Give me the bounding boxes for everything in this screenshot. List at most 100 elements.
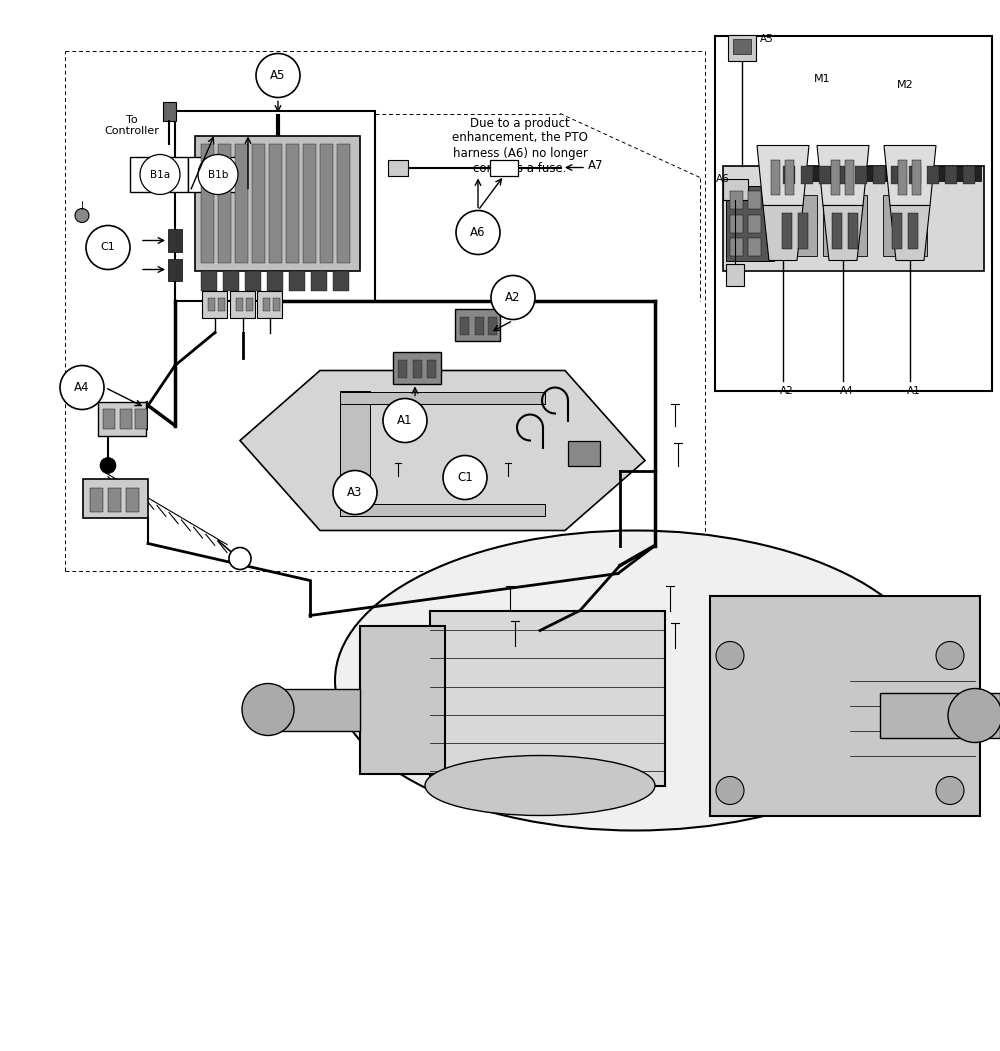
Bar (388, 160, 408, 176)
Bar (730, 214, 743, 232)
Bar (168, 229, 182, 251)
Text: Due to a product
enhancement, the PTO
harness (A6) no longer
contains a fuse.: Due to a product enhancement, the PTO ha… (452, 117, 588, 174)
Bar (726, 185, 774, 261)
Text: A4: A4 (74, 382, 90, 394)
Bar (275, 688, 360, 730)
Polygon shape (108, 400, 148, 431)
Circle shape (140, 154, 180, 194)
Text: A6: A6 (716, 174, 730, 185)
Polygon shape (890, 206, 930, 261)
Text: A7: A7 (588, 159, 604, 172)
Bar (201, 144, 214, 263)
Bar (490, 160, 518, 176)
Text: A2: A2 (505, 291, 521, 304)
Ellipse shape (425, 756, 655, 816)
Bar (230, 290, 255, 317)
Bar (488, 316, 497, 334)
Bar (832, 213, 842, 248)
Ellipse shape (335, 531, 935, 830)
Circle shape (60, 366, 104, 410)
Bar (782, 213, 792, 248)
Bar (723, 180, 748, 200)
Circle shape (333, 471, 377, 515)
Text: A2: A2 (780, 386, 794, 395)
Bar (785, 161, 794, 195)
Text: A3: A3 (347, 486, 363, 499)
Text: A1: A1 (907, 386, 921, 395)
Polygon shape (823, 206, 863, 261)
Bar (460, 316, 469, 334)
Bar (823, 195, 867, 255)
Polygon shape (240, 371, 645, 531)
Circle shape (75, 208, 89, 223)
Circle shape (491, 275, 535, 320)
Bar (831, 161, 840, 195)
Bar (235, 144, 248, 263)
Bar (801, 165, 813, 184)
Bar (912, 161, 921, 195)
Circle shape (86, 226, 130, 269)
Bar (783, 165, 795, 184)
Text: A4: A4 (840, 386, 854, 395)
Bar (286, 144, 299, 263)
Bar (873, 165, 885, 184)
Bar (455, 309, 500, 341)
Bar (126, 488, 139, 512)
Bar (218, 144, 231, 263)
Bar (218, 297, 225, 310)
Text: A1: A1 (397, 414, 413, 427)
Bar (311, 270, 327, 290)
Bar (267, 270, 283, 290)
Bar (898, 161, 907, 195)
Bar (257, 290, 282, 317)
Bar (163, 103, 176, 121)
Bar (475, 316, 484, 334)
Bar (120, 409, 132, 429)
Text: A6: A6 (470, 226, 486, 239)
Circle shape (456, 210, 500, 254)
Text: A5: A5 (760, 34, 774, 43)
Bar (252, 144, 265, 263)
Bar (333, 270, 349, 290)
Bar (201, 270, 217, 290)
Text: B1a: B1a (150, 169, 170, 180)
Bar (340, 392, 545, 404)
Bar (908, 213, 918, 248)
Bar (108, 488, 121, 512)
Bar (891, 165, 903, 184)
Bar (855, 165, 867, 184)
Bar (715, 36, 992, 391)
Bar (135, 409, 147, 429)
Bar (289, 270, 305, 290)
Bar (748, 191, 761, 209)
Bar (236, 297, 243, 310)
Bar (568, 440, 600, 466)
Text: M2: M2 (897, 81, 913, 90)
Circle shape (716, 777, 744, 804)
Circle shape (256, 54, 300, 98)
Bar (413, 359, 422, 377)
Text: M1: M1 (814, 75, 830, 84)
Bar (723, 165, 984, 270)
Text: To
Controller: To Controller (105, 115, 159, 137)
Bar (748, 238, 761, 255)
Bar (320, 144, 333, 263)
Bar (337, 144, 350, 263)
Bar (188, 158, 246, 191)
Bar (728, 36, 756, 61)
Bar (845, 161, 854, 195)
Bar (883, 195, 927, 255)
Bar (730, 238, 743, 255)
Bar (880, 693, 1000, 738)
Polygon shape (175, 110, 375, 301)
Bar (208, 297, 215, 310)
Bar (430, 611, 665, 785)
Bar (773, 195, 817, 255)
Bar (748, 214, 761, 232)
Bar (90, 488, 103, 512)
Bar (269, 144, 282, 263)
Bar (340, 391, 370, 515)
Bar (710, 596, 980, 816)
Bar (733, 40, 751, 54)
Bar (927, 165, 939, 184)
